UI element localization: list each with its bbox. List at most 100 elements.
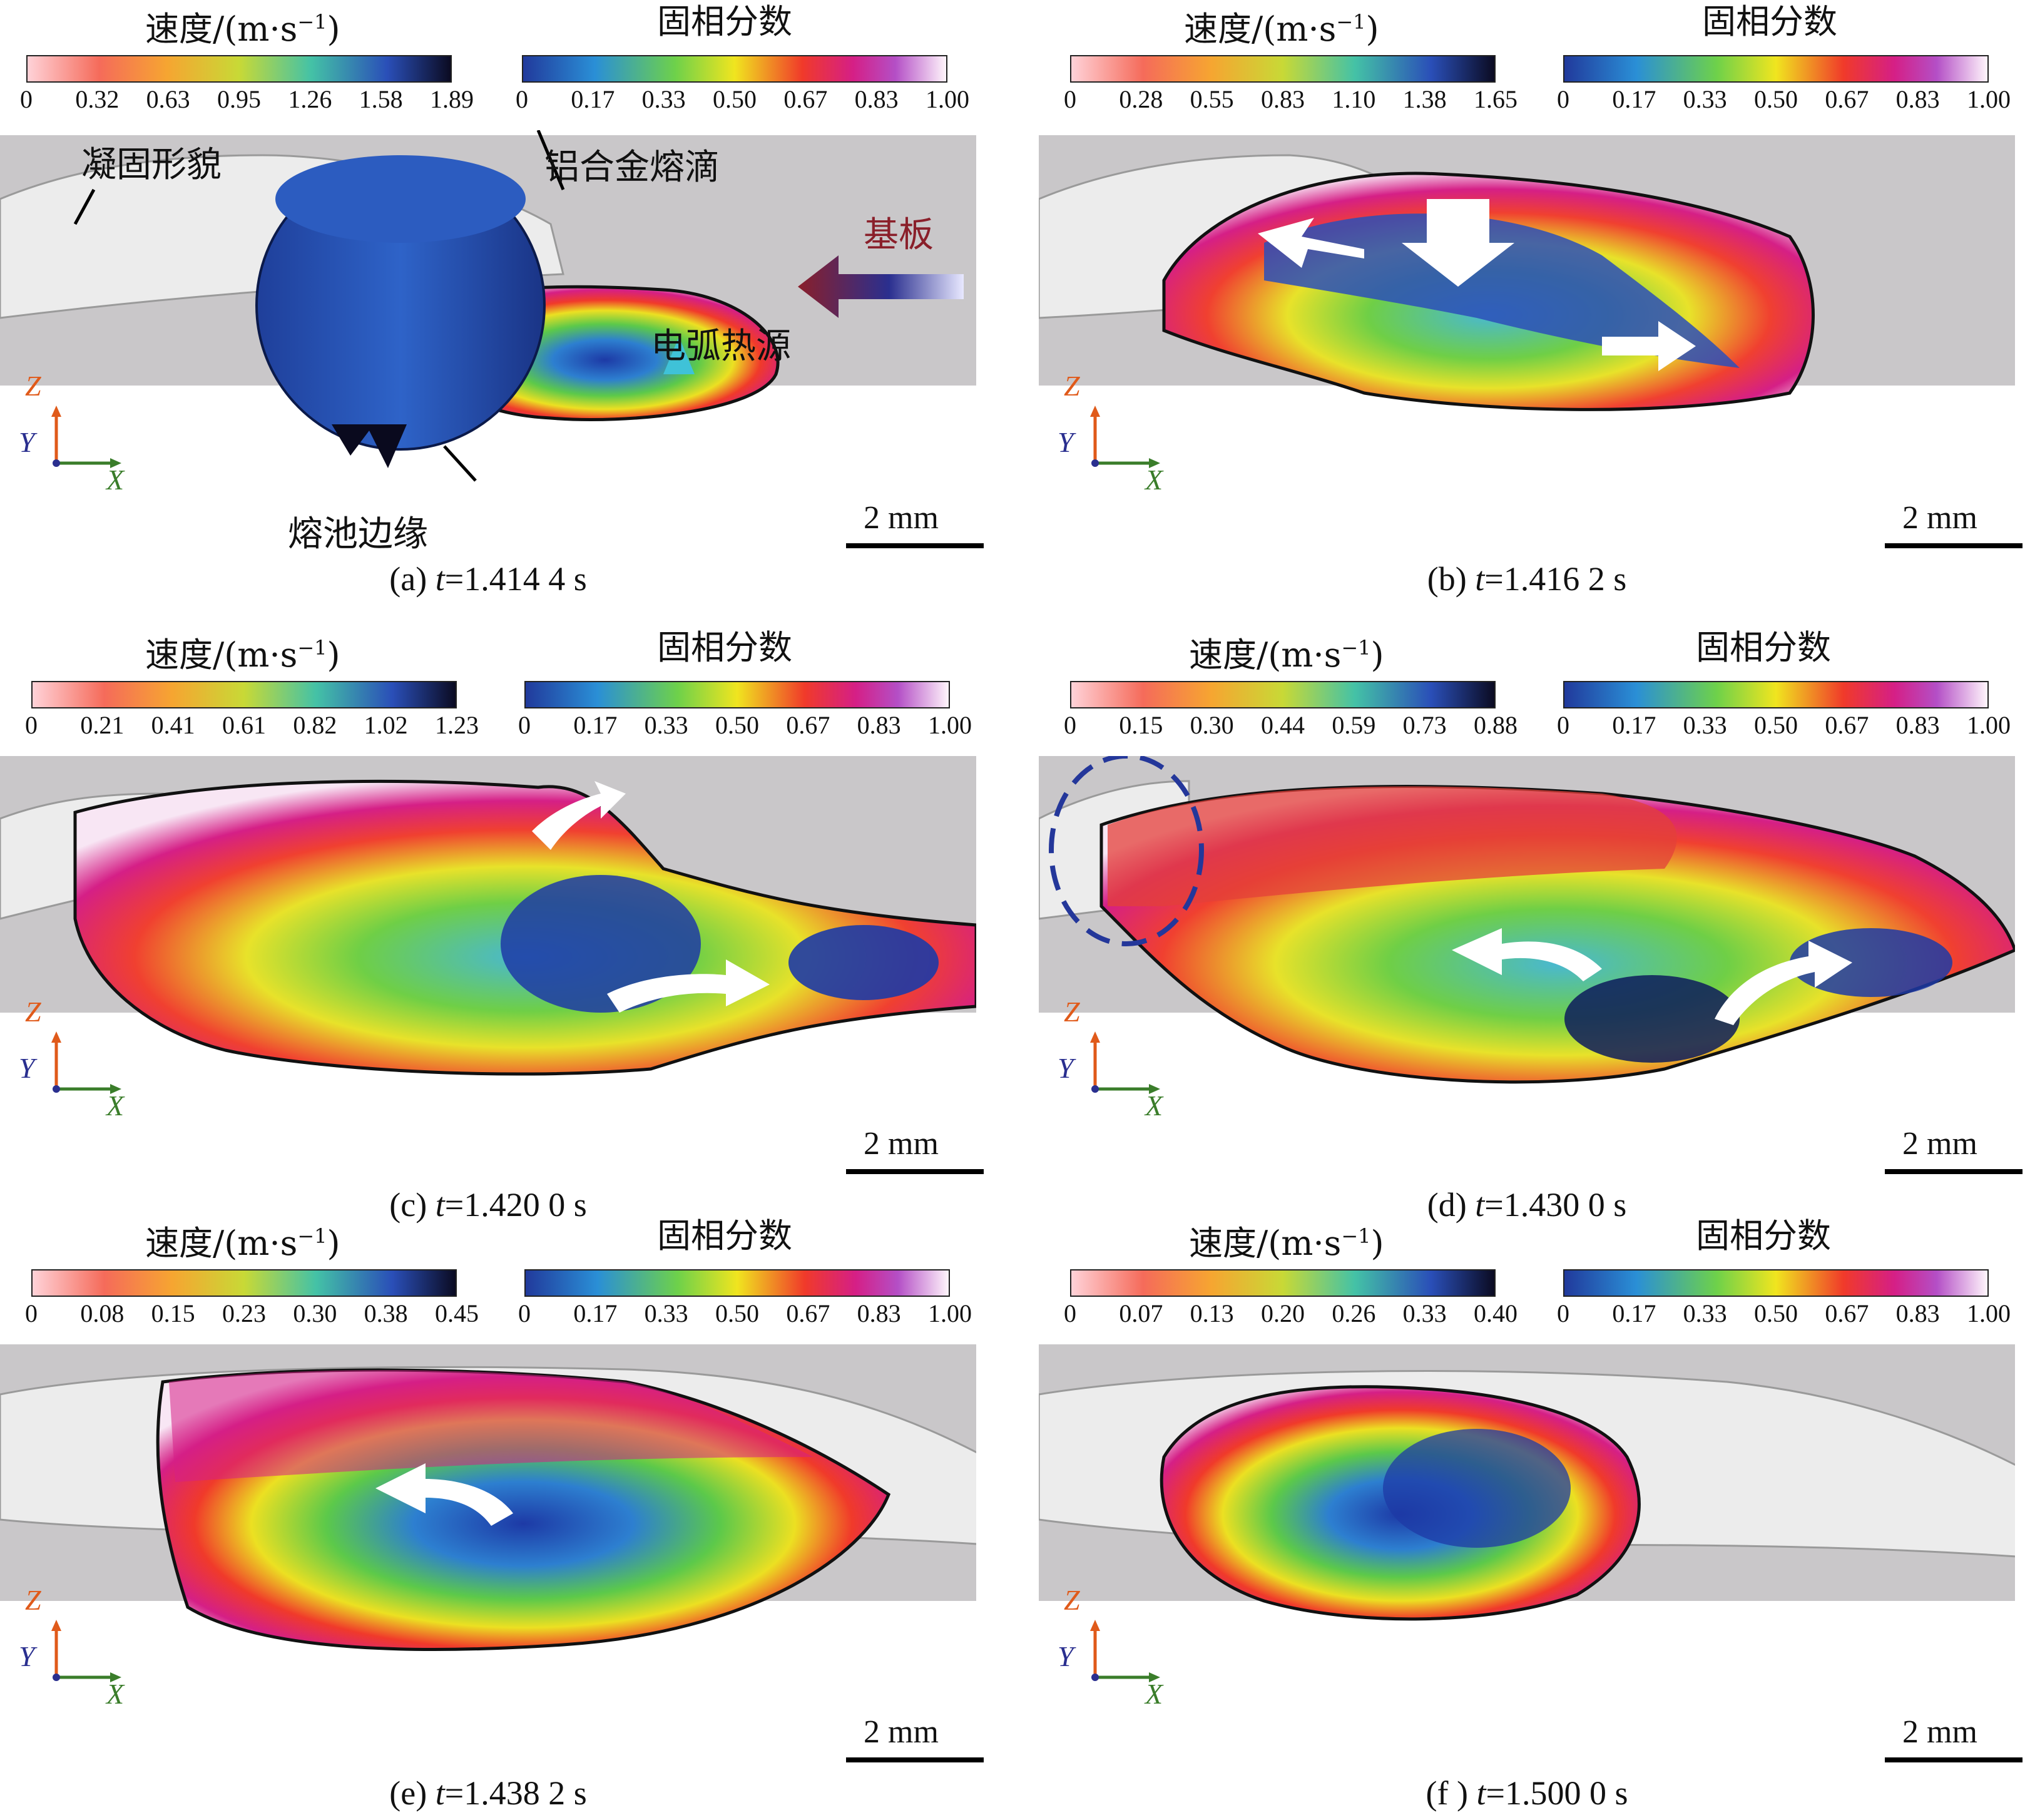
axis-z-label: Z: [1064, 1584, 1080, 1616]
droplet-tip: [332, 424, 407, 468]
tick-label: 0.55: [1190, 85, 1234, 113]
tick-label: 1.02: [364, 711, 408, 739]
axis-x-label: X: [1145, 1678, 1163, 1710]
speed-colorbar: [1070, 55, 1496, 83]
tick-label: 0.73: [1402, 711, 1447, 739]
speed-colorbar: [31, 1269, 457, 1297]
tick-label: 0.17: [573, 711, 618, 739]
solid-ticks: 0 0.17 0.33 0.50 0.67 0.83 1.00: [518, 1299, 972, 1328]
tick-label: 1.00: [1967, 711, 2011, 739]
tick-label: 0: [518, 711, 531, 739]
tick-label: 0.50: [715, 1299, 759, 1327]
low-fraction-core: [1564, 975, 1740, 1063]
tick-label: 0.15: [1119, 711, 1163, 739]
axis-triad: [1090, 1031, 1160, 1094]
speed-ticks: 0 0.28 0.55 0.83 1.10 1.38 1.65: [1064, 85, 1517, 114]
tick-label: 0.30: [1190, 711, 1234, 739]
axis-y-label: Y: [19, 1052, 35, 1084]
simulation-scene: [0, 756, 976, 1076]
tick-label: 0: [1064, 711, 1076, 739]
tick-label: 1.10: [1332, 85, 1376, 113]
tick-label: 0.44: [1261, 711, 1305, 739]
tick-label: 0.33: [1683, 85, 1727, 113]
speed-colorbar-title: 速度/(m·s−1): [145, 9, 340, 49]
speed-ticks: 0 0.21 0.41 0.61 0.82 1.02 1.23: [25, 711, 479, 740]
tick-label: 0.61: [222, 711, 266, 739]
simulation-scene: [0, 130, 976, 482]
tick-label: 0: [1064, 1299, 1076, 1327]
axis-x-label: X: [1145, 464, 1163, 496]
tick-label: 1.00: [928, 1299, 972, 1327]
speed-colorbar: [1070, 681, 1496, 708]
tick-label: 0.17: [1612, 711, 1656, 739]
low-fraction-core: [788, 925, 939, 1000]
tick-label: 0: [25, 711, 38, 739]
tick-label: 1.00: [928, 711, 972, 739]
hot-upper-region: [1108, 786, 1677, 906]
tick-label: 0.67: [786, 1299, 830, 1327]
tick-label: 0.45: [435, 1299, 479, 1327]
tick-label: 0: [1557, 85, 1569, 113]
simulation-scene: [1039, 1344, 2015, 1621]
tick-label: 0.67: [1825, 711, 1869, 739]
scale-bar: [846, 543, 984, 548]
tick-label: 0.67: [786, 711, 830, 739]
flow-arrow: [375, 1463, 513, 1526]
speed-colorbar-title: 速度/(m·s−1): [145, 635, 340, 675]
panel-caption: (f ) t=1.500 0 s: [1426, 1774, 1628, 1812]
speed-colorbar: [26, 55, 452, 83]
tick-label: 0: [25, 1299, 38, 1327]
scale-label: 2 mm: [1902, 500, 1977, 536]
axis-triad: [51, 1620, 121, 1682]
leader-line: [536, 130, 565, 190]
flow-arrow: [607, 959, 770, 1013]
solid-colorbar: [524, 681, 950, 708]
tick-label: 0.21: [80, 711, 125, 739]
tick-label: 0.33: [1683, 711, 1727, 739]
solid-colorbar-title: 固相分数: [1696, 628, 1831, 667]
panel-f: 速度/(m·s−1) 固相分数 0 0.07 0.13 0.20 0.26 0.…: [1039, 1214, 2022, 1815]
tick-label: 0.67: [1825, 85, 1869, 113]
speed-colorbar-title: 速度/(m·s−1): [1189, 1224, 1384, 1263]
tick-label: 0.28: [1119, 85, 1163, 113]
tick-label: 0.17: [571, 85, 615, 113]
tick-label: 1.00: [1967, 1299, 2011, 1327]
axis-z-label: Z: [25, 370, 41, 402]
solid-ticks: 0 0.17 0.33 0.50 0.67 0.83 1.00: [516, 85, 969, 114]
tick-label: 0.38: [364, 1299, 408, 1327]
tick-label: 1.23: [435, 711, 479, 739]
tick-label: 1.38: [1402, 85, 1447, 113]
panel-d: 速度/(m·s−1) 固相分数 0 0.15 0.30 0.44 0.59 0.…: [1039, 626, 2022, 1227]
tick-label: 1.65: [1474, 85, 1517, 113]
tick-label: 0.83: [1895, 1299, 1940, 1327]
axis-y-label: Y: [1058, 1052, 1074, 1084]
scale-bar: [1885, 543, 2022, 548]
solid-ticks: 0 0.17 0.33 0.50 0.67 0.83 1.00: [518, 711, 972, 740]
substrate-arrow: [798, 255, 964, 318]
label-solidified-morphology: 凝固形貌: [81, 145, 222, 185]
panel-caption: (e) t=1.438 2 s: [389, 1774, 587, 1812]
solid-colorbar: [524, 1269, 950, 1297]
tick-label: 0: [516, 85, 528, 113]
scale-label: 2 mm: [1902, 1126, 1977, 1162]
tick-label: 0.63: [146, 85, 190, 113]
tick-label: 1.26: [288, 85, 332, 113]
scale-bar: [846, 1757, 984, 1762]
tick-label: 0.88: [1474, 711, 1517, 739]
scale-bar: [1885, 1169, 2022, 1174]
axis-y-label: Y: [19, 426, 35, 458]
speed-colorbar-title: 速度/(m·s−1): [1184, 9, 1379, 49]
speed-ticks: 0 0.07 0.13 0.20 0.26 0.33 0.40: [1064, 1299, 1517, 1328]
solid-ticks: 0 0.17 0.33 0.50 0.67 0.83 1.00: [1557, 85, 2011, 114]
tick-label: 0.83: [857, 1299, 901, 1327]
panel-e: 速度/(m·s−1) 固相分数 0 0.08 0.15 0.23 0.30 0.…: [0, 1214, 984, 1815]
tick-label: 0.50: [1754, 85, 1798, 113]
tick-label: 0.59: [1332, 711, 1376, 739]
scale-label: 2 mm: [1902, 1714, 1977, 1750]
solid-colorbar: [1563, 681, 1989, 708]
tick-label: 0.67: [1825, 1299, 1869, 1327]
tick-label: 0: [1557, 1299, 1569, 1327]
tick-label: 0.15: [151, 1299, 195, 1327]
speed-colorbar: [31, 681, 457, 708]
panel-caption: (d) t=1.430 0 s: [1427, 1186, 1627, 1224]
